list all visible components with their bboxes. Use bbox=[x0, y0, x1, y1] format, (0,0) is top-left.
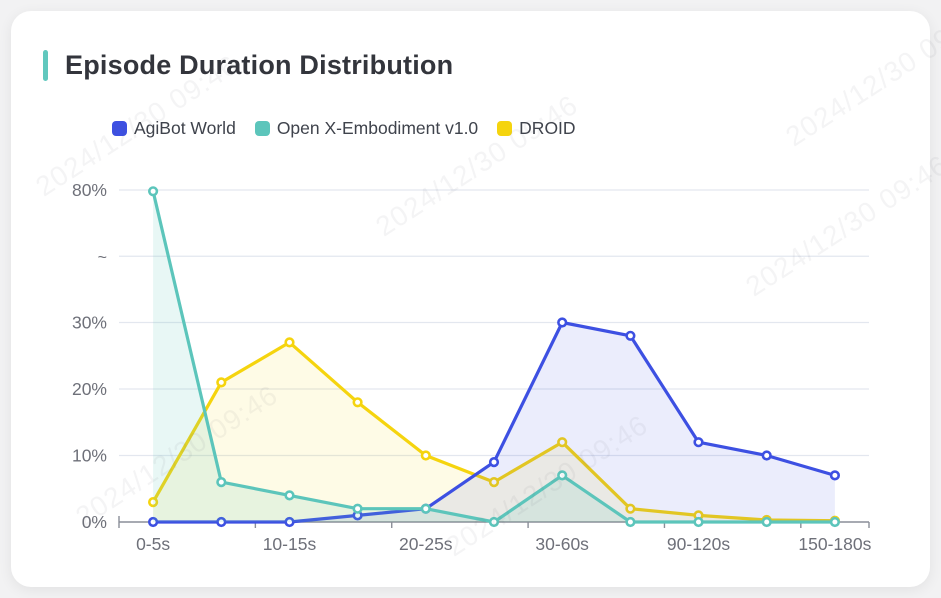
data-point-marker bbox=[761, 516, 772, 528]
data-point-marker bbox=[284, 337, 295, 348]
title-accent-bar bbox=[43, 50, 48, 81]
data-point-marker bbox=[693, 437, 704, 448]
y-axis-label: 80% bbox=[72, 180, 107, 200]
legend-label: DROID bbox=[519, 118, 576, 138]
data-point-marker bbox=[488, 516, 500, 528]
data-point-marker bbox=[488, 477, 500, 488]
data-point-marker bbox=[557, 317, 568, 328]
legend-label: AgiBot World bbox=[134, 118, 236, 138]
legend-swatch-icon bbox=[254, 121, 270, 136]
data-point-marker bbox=[216, 377, 227, 388]
data-point-marker bbox=[148, 516, 159, 528]
x-axis-label: 20-25s bbox=[399, 534, 453, 554]
data-point-marker bbox=[284, 490, 295, 501]
data-point-marker bbox=[829, 516, 841, 528]
data-point-marker bbox=[148, 497, 159, 508]
data-point-marker bbox=[216, 516, 227, 528]
legend-item-droid[interactable]: DROID bbox=[497, 118, 576, 139]
data-point-marker bbox=[420, 503, 431, 514]
data-point-marker bbox=[557, 470, 568, 481]
data-point-marker bbox=[829, 470, 841, 481]
x-axis-label: 30-60s bbox=[535, 534, 589, 554]
data-point-marker bbox=[352, 397, 363, 408]
series-open-x-embodiment-v1-0 bbox=[148, 186, 841, 528]
y-axis-break-label: ~ bbox=[98, 249, 107, 266]
data-point-marker bbox=[284, 516, 295, 528]
data-point-marker bbox=[216, 477, 227, 488]
x-axis-label: 150-180s bbox=[798, 534, 871, 554]
data-point-marker bbox=[625, 503, 636, 514]
y-axis-label: 30% bbox=[72, 313, 107, 333]
y-axis-label: 0% bbox=[82, 512, 107, 532]
data-point-marker bbox=[557, 437, 568, 448]
x-axis-label: 10-15s bbox=[263, 534, 317, 554]
legend-item-open-x-embodiment[interactable]: Open X-Embodiment v1.0 bbox=[254, 118, 479, 139]
series-area bbox=[153, 342, 835, 522]
data-point-marker bbox=[488, 457, 500, 468]
legend-swatch-icon bbox=[112, 121, 127, 136]
chart-card bbox=[11, 11, 930, 587]
data-point-marker bbox=[352, 503, 363, 514]
y-axis-label: 20% bbox=[72, 379, 107, 399]
x-axis-label: 0-5s bbox=[136, 534, 170, 554]
series-area bbox=[153, 322, 835, 522]
series-agibot-world bbox=[148, 317, 841, 528]
page-title: Episode Duration Distribution bbox=[65, 50, 454, 80]
legend-item-agibot-world[interactable]: AgiBot World bbox=[112, 118, 236, 139]
legend-label: Open X-Embodiment v1.0 bbox=[276, 118, 479, 138]
x-axis-label: 90-120s bbox=[667, 534, 730, 554]
y-axis-label: 10% bbox=[72, 446, 107, 466]
data-point-marker bbox=[625, 330, 636, 341]
data-point-marker bbox=[761, 450, 772, 461]
data-point-marker bbox=[148, 186, 159, 197]
card-header: Episode Duration Distribution bbox=[43, 50, 453, 81]
chart-legend: AgiBot World Open X-Embodiment v1.0 DROI… bbox=[112, 118, 576, 139]
data-point-marker bbox=[625, 516, 636, 528]
legend-swatch-icon bbox=[497, 121, 513, 136]
series-area bbox=[153, 191, 835, 523]
data-point-marker bbox=[693, 516, 704, 528]
data-point-marker bbox=[420, 450, 431, 461]
